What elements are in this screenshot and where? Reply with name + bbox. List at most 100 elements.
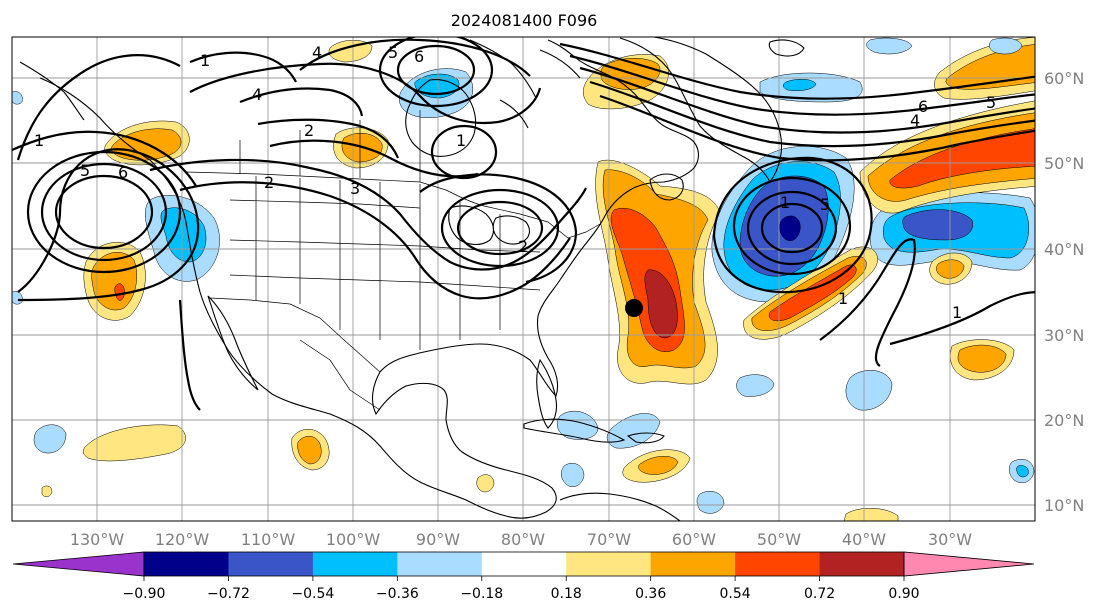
- colorbar-tick-label: −0.18: [460, 586, 503, 602]
- political-borders: [185, 110, 601, 411]
- contour-2-band: [149, 158, 587, 271]
- contour-label: 1: [200, 51, 210, 70]
- coastline-alaska-islands: [19, 61, 85, 121]
- lon-label: 130°W: [70, 530, 125, 549]
- contour-2-upper: [257, 118, 400, 159]
- storm-position-dot: [625, 299, 643, 317]
- contour-label: 1: [780, 193, 790, 212]
- lon-label: 80°W: [501, 530, 545, 549]
- lon-label: 100°W: [326, 530, 381, 549]
- contour-west-1: [16, 54, 181, 161]
- anomaly-south-pacific-yellow: [83, 424, 186, 462]
- anomaly-top-neg-1: [866, 37, 913, 55]
- contour-north-low-2: [378, 37, 494, 108]
- contour-label: 2: [264, 173, 274, 192]
- colorbar-tick-label: −0.72: [207, 586, 250, 602]
- colorbar-tick-label: 0.72: [804, 586, 835, 602]
- lat-label: 20°N: [1044, 411, 1084, 430]
- anomaly-mid-atlantic-neg: [736, 374, 775, 397]
- colorbar-bin: [397, 552, 483, 576]
- border-canada-provinces: [239, 110, 421, 182]
- colorbar-bin: [481, 552, 567, 576]
- anomaly-caribbean-neg: [557, 410, 599, 440]
- border-us-canada: [185, 171, 601, 239]
- contour-subtrop-1: [819, 238, 916, 367]
- anomaly-north-atlantic-neg-mid: [783, 79, 817, 91]
- contour-jet-3: [579, 66, 1035, 134]
- colorbar-bin: [228, 552, 314, 576]
- contour-pacific-low-3: [26, 150, 182, 274]
- anomaly-top-neg-2: [989, 37, 1023, 55]
- contour-north-5: [239, 87, 364, 117]
- border-us-mexico: [209, 297, 381, 373]
- contour-label: 1: [456, 131, 466, 150]
- colorbar-bin: [735, 552, 821, 576]
- colorbar-under-arrow: [12, 551, 145, 577]
- contour-label: 2: [518, 237, 528, 256]
- contour-pacific-low-4: [17, 148, 200, 302]
- lon-label: 50°W: [757, 530, 801, 549]
- lat-label: 50°N: [1044, 154, 1084, 173]
- map-frame: [11, 36, 1036, 522]
- contour-label: 6: [414, 47, 424, 66]
- contour-hudson-1: [430, 124, 498, 180]
- contour-subtrop-2: [889, 291, 1035, 346]
- lat-label: 10°N: [1044, 496, 1084, 515]
- contour-label: 4: [312, 43, 322, 62]
- contour-label: 2: [304, 121, 314, 140]
- anomaly-ne-atlantic-band-red: [889, 128, 1035, 189]
- lon-label: 110°W: [241, 530, 296, 549]
- anomaly-far-southeast-neg-mid: [1016, 465, 1029, 478]
- anomaly-east-atlantic-neg-inner: [902, 209, 974, 241]
- lon-label: 120°W: [155, 530, 210, 549]
- anomaly-caribbean-neg-2: [606, 413, 661, 449]
- colorbar-bin: [566, 552, 652, 576]
- anomaly-mexico-orange: [297, 436, 322, 465]
- coastline-great-lakes: [448, 205, 531, 246]
- contour-atl-low-1: [760, 202, 824, 254]
- coastline-hispaniola: [626, 432, 665, 444]
- coastline-baja: [207, 295, 259, 391]
- border-states-row2: [229, 239, 541, 253]
- contour-label: 5: [80, 161, 90, 180]
- coastline-cuba: [523, 418, 626, 443]
- colorbar-tick-label: 0.90: [888, 586, 919, 602]
- contour-label: 6: [918, 97, 928, 116]
- colorbar-bin: [819, 552, 905, 576]
- colorbar-tick-label: −0.54: [291, 586, 334, 602]
- colorbar-tick-label: 0.18: [551, 586, 582, 602]
- anomaly-tiny-yellow: [41, 485, 53, 497]
- contour-label: 5: [986, 93, 996, 112]
- anomaly-caribbean-neg-3: [696, 491, 725, 514]
- contour-label: 4: [910, 111, 920, 130]
- contour-lakes-2: [440, 188, 560, 268]
- anomaly-central-am-yellow: [476, 474, 495, 493]
- colorbar-bin: [144, 552, 229, 576]
- contour-label: 5: [388, 43, 398, 62]
- colorbar-tick-label: 0.54: [720, 586, 751, 602]
- colorbar-tick-label: −0.90: [123, 586, 166, 602]
- contour-label: 1: [838, 289, 848, 308]
- contour-lakes-1: [456, 200, 544, 256]
- contour-labels: 1 5 6 4 5 6 2 4 1 2 3 1 2 6 5 4 1 5 1 1: [34, 43, 996, 322]
- contour-pacific-low-5: [12, 130, 197, 187]
- coastline-florida: [536, 358, 558, 429]
- anomaly-south-pacific-neg: [33, 424, 67, 454]
- contour-label: 4: [252, 85, 262, 104]
- colorbar-bins: [144, 552, 905, 576]
- contour-jet-2: [569, 54, 1035, 116]
- height-contours: [12, 37, 1035, 411]
- lon-label: 40°W: [842, 530, 886, 549]
- anomaly-yucatan-neg: [561, 463, 585, 487]
- contour-jet-5: [599, 94, 1035, 162]
- contour-hudson-2: [269, 139, 479, 178]
- contour-label: 5: [820, 195, 830, 214]
- contour-label: 1: [952, 303, 962, 322]
- contour-jet-1: [559, 42, 1035, 100]
- anomaly-shading: [12, 37, 1035, 521]
- colorbar-ticks: −0.90 −0.72 −0.54 −0.36 −0.18 0.18 0.36 0.54 0.7…: [123, 576, 920, 602]
- anomaly-atlantic-tongue-core: [644, 269, 678, 339]
- longitude-labels: 130°W 120°W 110°W 100°W 90°W 80°W 70°W 6…: [70, 530, 972, 549]
- coastline-north-america: [39, 39, 700, 519]
- colorbar-bin: [650, 552, 736, 576]
